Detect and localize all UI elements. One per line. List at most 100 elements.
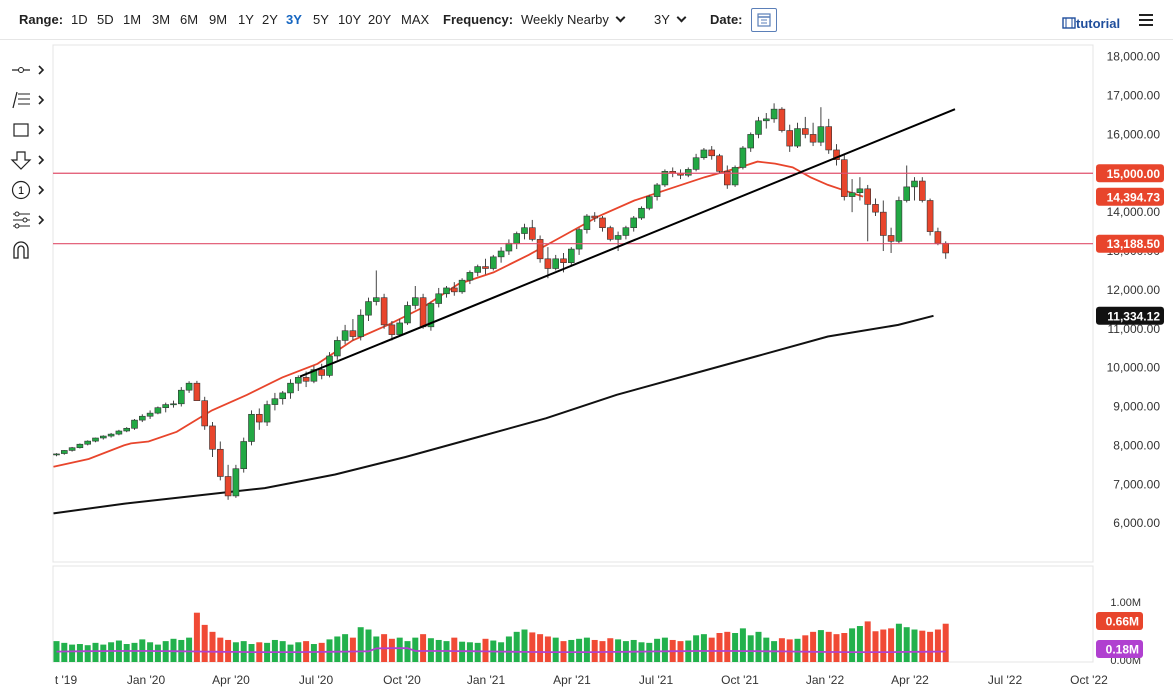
y-tick-label: 6,000.00 [1113, 516, 1160, 530]
candle-body [357, 314, 365, 337]
price-tag-label: 11,334.12 [1107, 309, 1160, 323]
range-max-button[interactable]: MAX [401, 12, 430, 27]
candle-body [115, 430, 123, 435]
range-5y-button[interactable]: 5Y [313, 12, 329, 27]
frequency-dropdown[interactable]: Weekly Nearby [521, 12, 626, 27]
volume-bar [225, 639, 232, 662]
candle-body [653, 184, 661, 197]
price-tag-box [1096, 164, 1164, 183]
candle-body [521, 227, 528, 234]
candle-body [76, 443, 84, 449]
candle-body [599, 217, 606, 228]
candle-body [731, 167, 739, 186]
y-tick-label: 11,000.00 [1108, 322, 1161, 336]
range-3m-button[interactable]: 3M [152, 12, 171, 27]
moving-average-short-line [53, 160, 864, 468]
candle-body [825, 126, 833, 151]
hamburger-menu-icon[interactable] [1139, 14, 1153, 26]
price-tag-label: 14,394.73 [1107, 190, 1161, 204]
candle-body [833, 149, 840, 160]
candle-body [365, 301, 372, 316]
range-1y-button[interactable]: 1Y [238, 12, 254, 27]
range-1m-button[interactable]: 1M [123, 12, 142, 27]
price-tag-box [1096, 234, 1164, 253]
range-6m-button[interactable]: 6M [180, 12, 199, 27]
pattern-tool[interactable] [8, 208, 48, 232]
counter-tool[interactable]: 1 [8, 178, 48, 202]
volume-bar [872, 631, 879, 662]
candle-body [918, 180, 926, 201]
candle-body [60, 450, 68, 454]
volume-average-line [56, 647, 946, 653]
volume-bar [864, 621, 871, 662]
candle-body [575, 229, 583, 250]
x-tick-label: Jan '22 [806, 673, 845, 687]
volume-bar [856, 626, 863, 662]
volume-bar [513, 631, 520, 662]
svg-text:1: 1 [18, 185, 24, 197]
volume-bar [849, 628, 856, 662]
magnet-tool[interactable] [8, 238, 48, 262]
x-tick-label: Jan '20 [127, 673, 166, 687]
period-dropdown[interactable]: 3Y [654, 12, 687, 27]
candle-body [747, 134, 755, 149]
volume-bar [76, 644, 83, 662]
candle-body [630, 217, 638, 228]
date-label: Date: [710, 12, 743, 27]
volume-bar [583, 637, 590, 662]
candle-body [513, 233, 521, 244]
candle-body [848, 192, 856, 197]
toolbar: Range: 1D 5D 1M 3M 6M 9M 1Y 2Y 3Y 5Y 10Y 20Y MAX Fre… [0, 0, 1173, 40]
magnet-tool-icon [13, 241, 29, 259]
candle-body [435, 293, 443, 304]
candle-body [131, 419, 138, 429]
range-9m-button[interactable]: 9M [209, 12, 228, 27]
range-5d-button[interactable]: 5D [97, 12, 114, 27]
calendar-icon [757, 13, 771, 27]
volume-bar [451, 637, 458, 662]
range-3y-button[interactable]: 3Y [286, 12, 302, 27]
volume-bar [310, 644, 317, 662]
candle-body [887, 235, 895, 242]
y-tick-label: 17,000.00 [1107, 89, 1161, 103]
range-1d-button[interactable]: 1D [71, 12, 88, 27]
volume-bar [810, 631, 817, 662]
volume-bar [654, 638, 661, 662]
tutorial-link[interactable]: tutorial [1062, 16, 1120, 31]
crosshair-tool[interactable] [8, 58, 48, 82]
range-20y-button[interactable]: 20Y [368, 12, 392, 27]
moving-average-long-line [53, 314, 934, 515]
date-picker-button[interactable] [751, 8, 777, 32]
range-2y-button[interactable]: 2Y [262, 12, 278, 27]
volume-bar [521, 629, 528, 662]
volume-bar [123, 644, 130, 662]
candle-body [100, 435, 107, 439]
candle-body [700, 149, 708, 159]
volume-bar [646, 642, 653, 662]
volume-bar [903, 627, 910, 662]
candle-body [708, 149, 716, 157]
range-10y-button[interactable]: 10Y [338, 12, 362, 27]
candle-body [692, 157, 700, 170]
volume-bar [794, 638, 801, 662]
candle-body [536, 239, 544, 260]
fibonacci-tool[interactable] [8, 88, 48, 112]
candle-body [560, 258, 567, 263]
price-tag-label: 13,188.50 [1107, 237, 1161, 251]
volume-bar [576, 638, 583, 662]
volume-bar [217, 637, 224, 662]
shape-tool[interactable] [8, 118, 48, 142]
arrow-tool[interactable] [8, 148, 48, 172]
volume-bar [365, 629, 372, 662]
volume-bar [474, 642, 481, 662]
volume-bar [209, 631, 216, 662]
volume-bar [108, 642, 115, 662]
volume-bar [724, 631, 731, 662]
volume-tag-box [1096, 612, 1143, 630]
candle-body [201, 400, 208, 427]
candle-body [318, 369, 326, 376]
crosshair-tool-icon [12, 65, 45, 75]
candle-body [528, 227, 536, 240]
y-tick-label: 7,000.00 [1113, 477, 1160, 491]
